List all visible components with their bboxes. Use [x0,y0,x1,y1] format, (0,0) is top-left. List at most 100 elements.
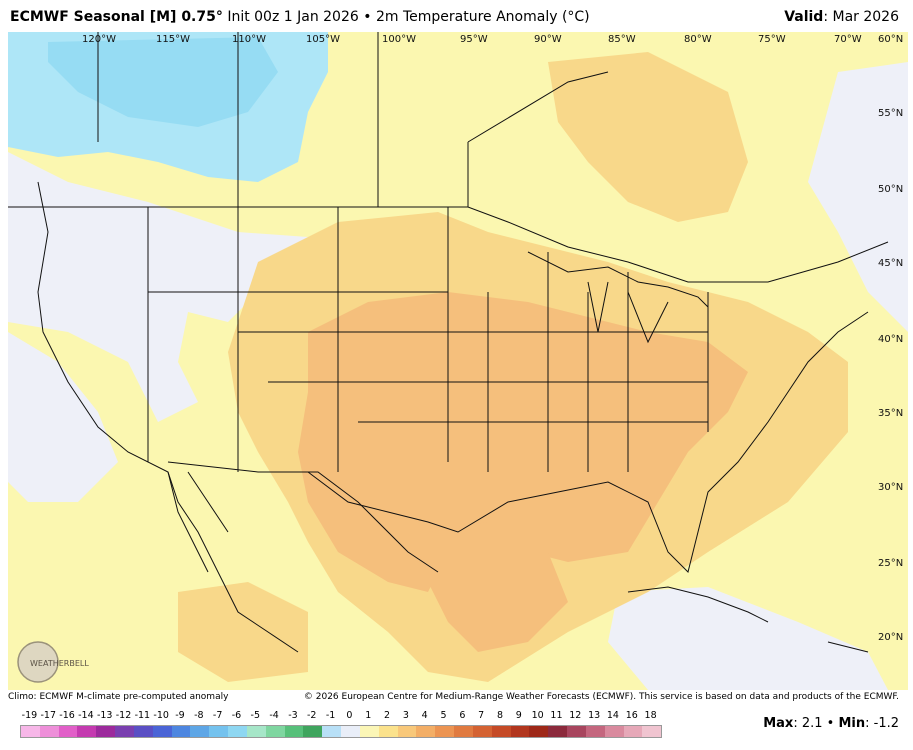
strong-warm-anomaly-gulf [428,522,568,652]
colorbar-tick-label: 10 [531,710,544,721]
colorbar-tick-label: -12 [115,710,132,721]
colorbar-swatch [378,726,398,737]
valid-date: Valid: Mar 2026 [784,9,899,25]
lat-label-30n: 30°N [878,482,903,493]
warm-anomaly-canada [548,52,748,222]
lat-label-55n: 55°N [878,108,903,119]
lon-label-90w: 90°W [534,34,562,45]
colorbar-tick-label: 14 [606,710,619,721]
colorbar-tick-label: -13 [96,710,113,721]
near-zero-region-west [8,152,328,422]
colorbar-tick-label: 12 [569,710,582,721]
colorbar-swatch [303,726,323,737]
min-value: -1.2 [873,716,899,731]
latitude-labels: 55°N 50°N 45°N 40°N 35°N 30°N 25°N 20°N [878,108,903,643]
warm-anomaly-mexico [178,582,308,682]
colorbar-swatch [548,726,568,737]
colorbar-tick-label: -3 [288,710,298,721]
colorbar-swatch [209,726,229,737]
footer: Climo: ECMWF M-climate pre-computed anom… [0,690,913,750]
canada-us-border [8,206,889,283]
cuba-outline [627,586,869,653]
near-zero-region-pacific [8,332,118,502]
max-label: Max [763,716,794,731]
colorbar-tick-label: -6 [231,710,242,721]
colorbar-tick-label: 16 [625,710,638,721]
max-value: 2.1 [801,716,823,731]
colorbar-swatch [454,726,473,737]
lon-label-75w: 75°W [758,34,786,45]
logo-text: WEATHERBELL [30,659,89,668]
lon-label-80w: 80°W [684,34,712,45]
colorbar-tick-label: 0 [346,710,353,721]
colorbar-tick-label: -9 [175,710,185,721]
colorbar-swatch [510,726,530,737]
colorbar-swatch [77,726,97,737]
field-name: 2m Temperature Anomaly (°C) [375,9,590,25]
climo-note: Climo: ECMWF M-climate pre-computed anom… [8,692,229,702]
colorbar-tick-label: -2 [307,710,317,721]
colorbar-swatch [529,726,549,737]
lon-label-120w: 120°W [82,34,116,45]
colorbar-tick-label: 13 [588,710,601,721]
colorbar-swatch [585,726,605,737]
lon-label-85w: 85°W [608,34,636,45]
valid-value: Mar 2026 [832,9,900,25]
colorbar-tick-label: -4 [269,710,279,721]
lon-label-115w: 115°W [156,34,190,45]
cool-anomaly-core [48,37,278,127]
copyright-note: © 2026 European Centre for Medium-Range … [303,692,899,702]
colorbar-swatch [623,726,643,737]
colorbar-tick-label: -10 [153,710,169,721]
colorbar-swatch [228,726,247,737]
header: ECMWF Seasonal [M] 0.75° Init 00z 1 Jan … [0,0,913,32]
near-zero-region-atlantic [808,62,908,332]
colorbar-tick-label: -8 [194,710,204,721]
colorbar-tick-label: 18 [644,710,657,721]
colorbar-swatch [416,726,436,737]
colorbar-swatch [190,726,210,737]
colorbar-swatch [284,726,304,737]
colorbar-swatch [341,726,360,737]
colorbar-tick-label: 9 [515,710,522,721]
colorbar-tick-label: 4 [421,710,428,721]
baja-outline [167,471,229,573]
colorbar-ticks: -19 -17 -16 -14 -13 -12 -11 -10 -9 -8 -7 -6 -5 -4 -3 -2… [20,710,660,722]
lat-label-60n: 60°N [878,34,903,45]
min-label: Min [838,716,866,731]
colorbar-swatch [21,726,40,737]
colorbar-tick-label: -1 [325,710,336,721]
colorbar-swatch [115,726,134,737]
init-time: Init 00z 1 Jan 2026 [227,9,359,25]
weatherbell-logo: WEATHERBELL [17,641,89,683]
lon-label-70w: 70°W [834,34,862,45]
title-bullet: • [363,9,372,25]
colorbar-tick-label: 11 [550,710,563,721]
near-zero-region-caribbean [608,587,888,690]
lat-label-40n: 40°N [878,334,903,345]
boundaries [8,32,889,653]
colorbar-tick-label: 6 [459,710,466,721]
lon-label-105w: 105°W [306,34,340,45]
colorbar-swatch [39,726,59,737]
great-lakes [527,251,709,344]
colorbar-swatch [604,726,624,737]
colorbar-tick-label: -7 [212,710,223,721]
colorbar-swatch [567,726,586,737]
colorbar-tick-label: -19 [21,710,38,721]
colorbar-tick-label: 8 [496,710,504,721]
gulf-coastline [307,311,869,573]
colorbar-swatch [171,726,191,737]
colorbar-swatch [642,726,662,737]
model-name: ECMWF Seasonal [M] 0.75 [10,9,216,25]
colorbar-tick-label: 5 [440,710,447,721]
colorbar-tick-label: 3 [402,710,409,721]
canada-provinces [97,32,609,207]
strong-warm-anomaly [298,292,748,592]
lat-label-45n: 45°N [878,258,903,269]
max-min-readout: Max: 2.1 • Min: -1.2 [763,716,899,731]
lat-label-35n: 35°N [878,408,903,419]
lat-label-20n: 20°N [878,632,903,643]
colorbar-swatch [96,726,116,737]
longitude-labels: 120°W 115°W 110°W 105°W 100°W 95°W 90°W … [82,34,903,45]
